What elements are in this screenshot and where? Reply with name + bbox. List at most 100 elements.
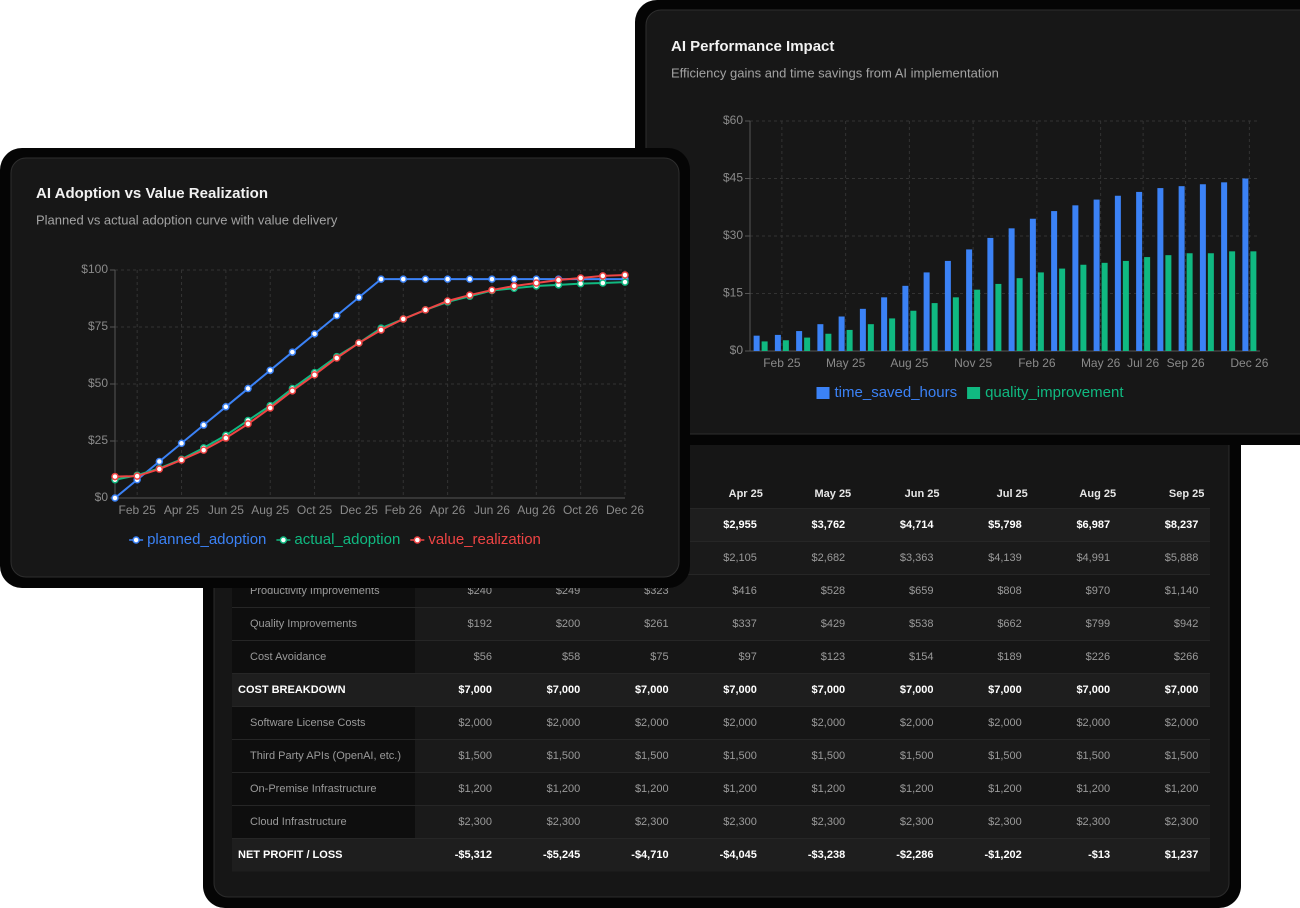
bar (1242, 178, 1249, 351)
data-point (355, 339, 363, 347)
table-cell: $56 (474, 651, 492, 663)
table-cell: $5,888 (1165, 552, 1199, 564)
data-point (510, 282, 518, 290)
legend-label: quality_improvement (985, 384, 1124, 401)
bar (1080, 264, 1087, 351)
x-tick-label: Aug 25 (251, 503, 289, 517)
table-cell: $1,500 (723, 750, 757, 762)
table-cell: $7,000 (458, 684, 492, 696)
data-point (133, 472, 141, 480)
column-header: Jul 25 (997, 488, 1028, 500)
data-point (332, 354, 341, 362)
table-cell: $2,300 (988, 816, 1022, 828)
table-cell: $7,000 (1076, 684, 1110, 696)
data-point (443, 275, 452, 283)
bar (1207, 253, 1214, 351)
data-point (310, 330, 319, 338)
bar (923, 272, 930, 351)
table-cell: $799 (1086, 618, 1110, 630)
data-point (466, 291, 474, 299)
bar (952, 297, 959, 351)
bar (774, 334, 781, 351)
legend-label: value_realization (428, 531, 541, 548)
bar (1029, 218, 1036, 351)
column-header: Jun 25 (905, 488, 940, 500)
x-tick-label: Apr 26 (430, 503, 466, 517)
bar (1059, 268, 1066, 351)
table-cell: $538 (909, 618, 933, 630)
legend-marker (132, 536, 140, 544)
table-cell: $192 (468, 618, 492, 630)
table-cell: -$4,710 (631, 849, 668, 861)
x-tick-label: May 26 (1081, 356, 1121, 370)
table-cell: $189 (997, 651, 1021, 663)
legend-label: actual_adoption (294, 531, 400, 548)
x-tick-label: Nov 25 (954, 356, 992, 370)
panel (10, 157, 680, 578)
data-point (155, 465, 164, 473)
table-cell: $7,000 (988, 684, 1022, 696)
legend-swatch (967, 387, 981, 399)
data-point (377, 326, 385, 334)
row-label: COST BREAKDOWN (238, 684, 346, 696)
data-point (621, 278, 629, 286)
data-point (244, 420, 252, 428)
bar (1229, 251, 1236, 351)
data-point (421, 275, 430, 283)
table-cell: $2,000 (988, 717, 1022, 729)
data-point (599, 279, 607, 287)
data-point (421, 306, 430, 314)
x-tick-label: Feb 25 (763, 356, 801, 370)
legend-item: planned_adoption (129, 531, 266, 548)
data-point (155, 457, 164, 466)
table-cell: $2,300 (635, 816, 669, 828)
table-cell: $1,500 (900, 750, 934, 762)
bar (1101, 262, 1108, 351)
table-cell: -$4,045 (720, 849, 757, 861)
table-cell: $3,363 (900, 552, 934, 564)
bar (1178, 186, 1185, 351)
row-label: On-Premise Infrastructure (250, 783, 377, 795)
data-point (576, 274, 585, 282)
x-tick-label: Feb 26 (385, 503, 423, 517)
y-tick-label: $50 (88, 376, 108, 390)
table-cell: -$1,202 (984, 849, 1021, 861)
x-tick-label: Feb 25 (118, 503, 156, 517)
table-cell: $200 (556, 618, 580, 630)
bar (974, 289, 981, 351)
y-tick-label: $0 (95, 490, 109, 504)
bar (1221, 182, 1228, 351)
x-tick-label: Apr 25 (164, 503, 200, 517)
table-cell: $2,955 (723, 519, 757, 531)
data-point (332, 311, 341, 320)
table-cell: $4,714 (900, 519, 935, 531)
table-cell: $226 (1086, 651, 1110, 663)
x-tick-label: Jun 26 (474, 503, 510, 517)
bar (838, 316, 845, 351)
data-point (510, 275, 518, 283)
bar (804, 337, 811, 351)
bar (931, 303, 938, 351)
table-cell: $1,200 (900, 783, 934, 795)
table-cell: $1,200 (723, 783, 757, 795)
bar-chart: AI Performance Impact Efficiency gains an… (635, 0, 1300, 445)
x-tick-label: Sep 26 (1167, 356, 1205, 370)
x-tick-label: Jun 25 (208, 503, 244, 517)
data-point (199, 446, 208, 454)
table-cell: $1,200 (1076, 783, 1110, 795)
table-cell: $7,000 (723, 684, 757, 696)
x-tick-label: Feb 26 (1018, 356, 1056, 370)
table-cell: $1,140 (1165, 585, 1199, 597)
bar (995, 283, 1002, 351)
y-tick-label: $15 (723, 286, 743, 300)
legend-label: time_saved_hours (835, 384, 958, 401)
bar (944, 260, 951, 351)
table-cell: -$13 (1088, 849, 1110, 861)
table-cell: $75 (650, 651, 668, 663)
x-tick-label: Jul 26 (1127, 356, 1159, 370)
label-cell (232, 805, 415, 839)
table-cell: $4,991 (1076, 552, 1110, 564)
bar (1165, 255, 1172, 351)
bar (1144, 257, 1151, 351)
